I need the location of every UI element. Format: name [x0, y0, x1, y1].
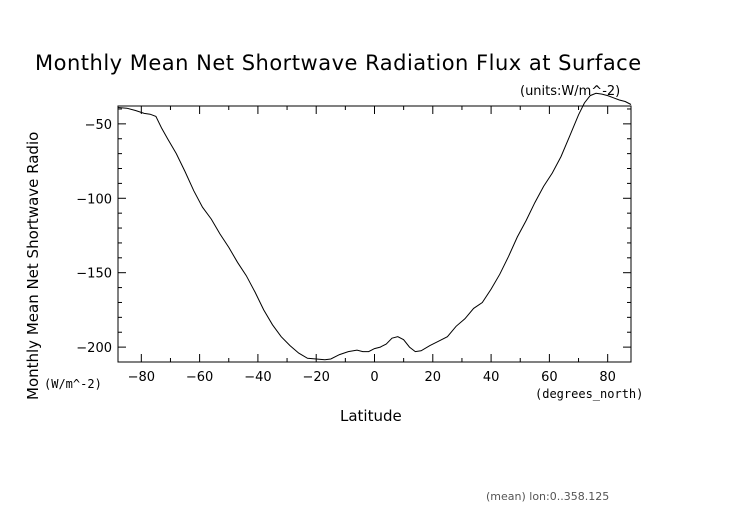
plot-frame	[117, 105, 632, 363]
footer-note: (mean) lon:0..358.125	[486, 490, 609, 503]
x-tick-label: −60	[186, 370, 213, 385]
x-tick-label: 60	[541, 370, 558, 385]
y-axis-units: (W/m^-2)	[44, 377, 102, 391]
x-tick-label: −20	[302, 370, 329, 385]
chart-title: Monthly Mean Net Shortwave Radiation Flu…	[35, 51, 642, 75]
x-axis-ticks: −80 −60 −40 −20 0 20 40 60 80	[128, 106, 616, 385]
y-tick-label: −200	[76, 341, 112, 356]
x-tick-label: 40	[483, 370, 500, 385]
x-tick-label: −80	[128, 370, 155, 385]
x-axis-units: (degrees_north)	[535, 387, 643, 401]
x-tick-label: 0	[370, 370, 378, 385]
x-tick-label: 20	[425, 370, 442, 385]
y-tick-label: −100	[76, 192, 112, 207]
x-axis-label: Latitude	[340, 407, 402, 425]
y-tick-label: −50	[85, 118, 112, 133]
x-tick-label: 80	[599, 370, 616, 385]
units-label: (units:W/m^-2)	[520, 84, 620, 99]
y-axis-ticks: −50 −100 −150 −200	[76, 108, 631, 363]
series-line	[117, 92, 632, 361]
plot-area-border	[117, 105, 632, 363]
y-axis-label: Monthly Mean Net Shortwave Radio	[24, 132, 42, 400]
x-tick-label: −40	[244, 370, 271, 385]
y-tick-label: −150	[76, 267, 112, 282]
